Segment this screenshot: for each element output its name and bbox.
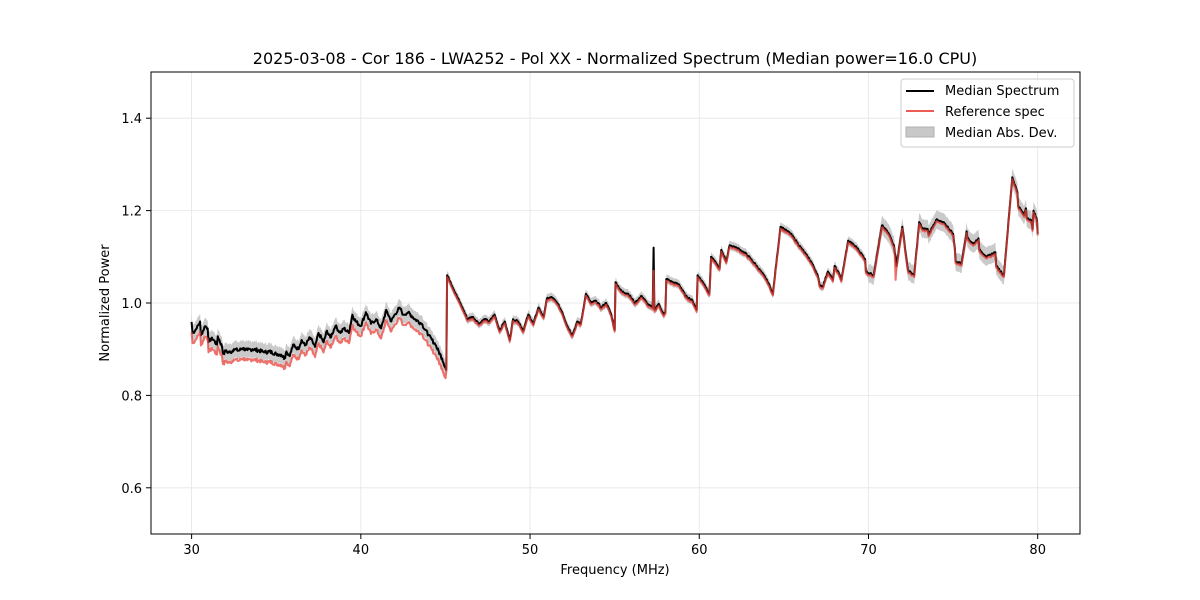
x-tick-label: 30: [183, 543, 200, 558]
legend-label-mad: Median Abs. Dev.: [945, 126, 1057, 141]
x-tick-label: 40: [353, 543, 370, 558]
reference-spec-line: [190, 178, 1039, 380]
x-tick-label: 70: [860, 543, 877, 558]
chart-title: 2025-03-08 - Cor 186 - LWA252 - Pol XX -…: [253, 49, 977, 68]
y-tick-label: 1.0: [121, 297, 142, 312]
y-axis-label: Normalized Power: [98, 244, 113, 362]
legend: Median Spectrum Reference spec Median Ab…: [900, 78, 1075, 148]
x-axis: 30 40 50 60 70 80: [183, 534, 1046, 558]
legend-label-median: Median Spectrum: [945, 84, 1059, 99]
legend-label-reference: Reference spec: [945, 105, 1045, 120]
y-axis: 0.6 0.8 1.0 1.2 1.4: [121, 112, 151, 497]
x-tick-label: 80: [1029, 543, 1046, 558]
x-tick-label: 50: [522, 543, 539, 558]
legend-box: [900, 78, 1075, 148]
y-tick-label: 1.2: [121, 205, 142, 220]
y-tick-label: 1.4: [121, 112, 142, 127]
legend-swatch-mad: [905, 126, 935, 138]
y-tick-label: 0.6: [121, 482, 142, 497]
x-tick-label: 60: [691, 543, 708, 558]
x-axis-label: Frequency (MHz): [560, 563, 669, 578]
y-tick-label: 0.8: [121, 389, 142, 404]
